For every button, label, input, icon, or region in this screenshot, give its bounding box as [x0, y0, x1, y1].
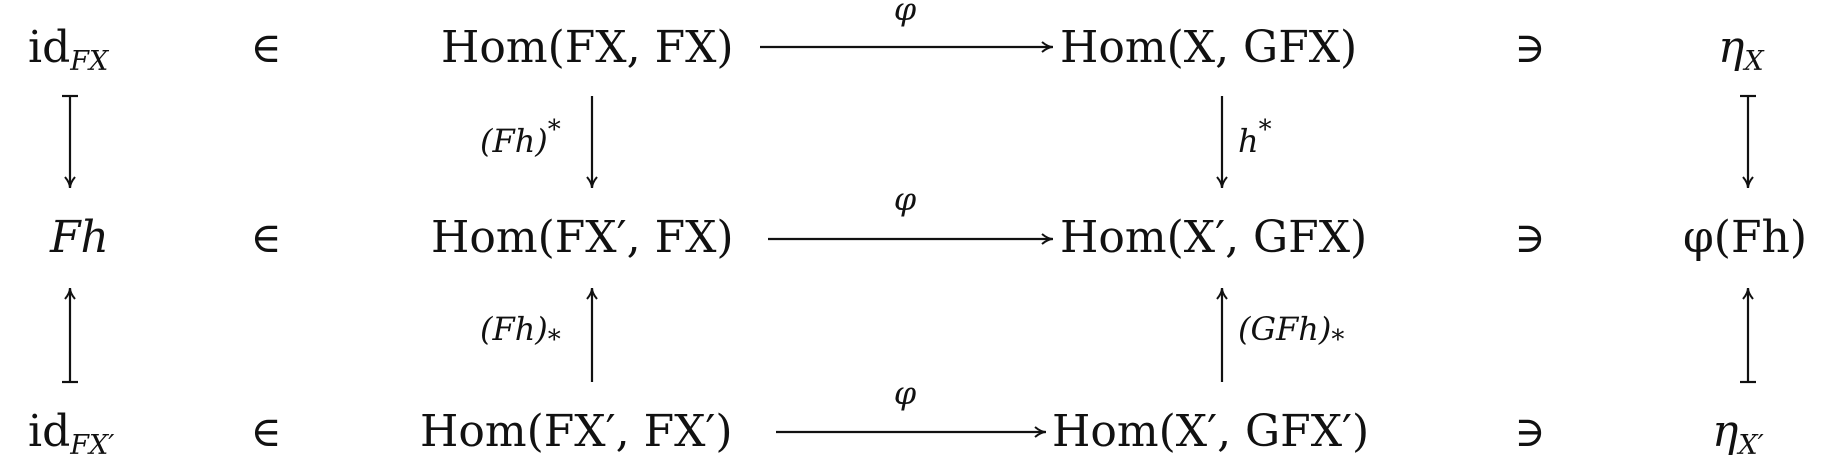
- hom-FXprime-FXprime: Hom(FX′, FX′): [420, 406, 733, 457]
- phi-label-middle: φ: [894, 180, 917, 218]
- h-star-label: h*: [1238, 115, 1272, 160]
- hom-Xprime-GFX: Hom(X′, GFX): [1060, 212, 1367, 263]
- eta-X-element: ηX: [1718, 22, 1765, 77]
- eta-Xprime-element: ηX′: [1712, 406, 1764, 461]
- Fh-pushforward-label: (Fh)*: [480, 310, 561, 355]
- hom-X-GFX: Hom(X, GFX): [1060, 22, 1357, 73]
- id-FXprime-element: idFX′: [28, 406, 114, 461]
- element-of-symbol: ∈: [250, 213, 281, 262]
- contains-symbol: ∋: [1514, 213, 1545, 262]
- contains-symbol: ∋: [1514, 407, 1545, 456]
- hom-FX-FX: Hom(FX, FX): [441, 22, 734, 73]
- element-of-symbol: ∈: [250, 23, 281, 72]
- phi-label-bottom: φ: [894, 374, 917, 412]
- hom-Xprime-GFXprime: Hom(X′, GFX′): [1052, 406, 1369, 457]
- Fh-element: Fh: [49, 212, 109, 263]
- phi-Fh-element: φ(Fh): [1683, 212, 1807, 263]
- phi-label-top: φ: [894, 0, 917, 28]
- Fh-pullback-label: (Fh)*: [480, 115, 561, 160]
- id-FX-element: idFX: [28, 22, 110, 77]
- hom-FXprime-FX: Hom(FX′, FX): [431, 212, 734, 263]
- element-of-symbol: ∈: [250, 407, 281, 456]
- GFh-pushforward-label: (GFh)*: [1238, 310, 1344, 355]
- contains-symbol: ∋: [1514, 23, 1545, 72]
